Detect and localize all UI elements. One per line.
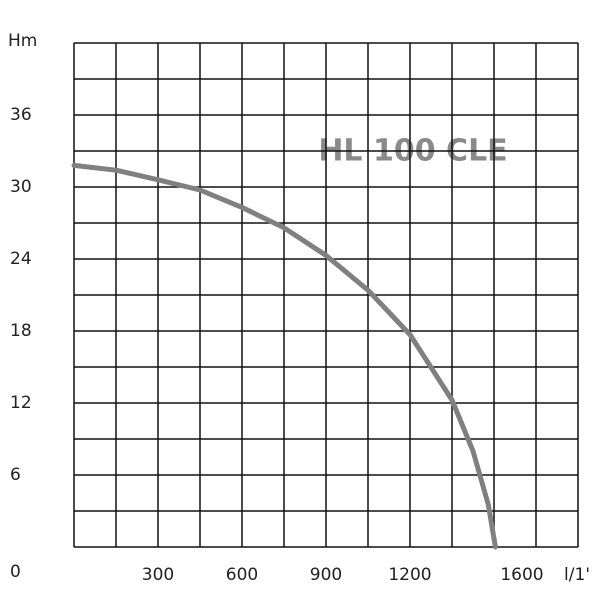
x-tick-label: 300 [142, 565, 174, 585]
y-tick-label: 30 [10, 177, 32, 197]
y-tick-label: 36 [10, 105, 32, 125]
curve [71, 162, 498, 550]
x-tick-label: 1200 [388, 565, 431, 585]
y-tick-label: 12 [10, 393, 32, 413]
y-tick-label: 0 [10, 562, 21, 582]
y-tick-label: 24 [10, 249, 32, 269]
x-tick-label: 900 [310, 565, 342, 585]
y-tick-label: 18 [10, 321, 32, 341]
y-tick-label: 6 [10, 465, 21, 485]
x-axis-label: l/1' [564, 565, 590, 585]
x-tick-label: 600 [226, 565, 258, 585]
x-tick-label: 1600 [500, 565, 543, 585]
y-axis-label: Hm [8, 31, 37, 51]
